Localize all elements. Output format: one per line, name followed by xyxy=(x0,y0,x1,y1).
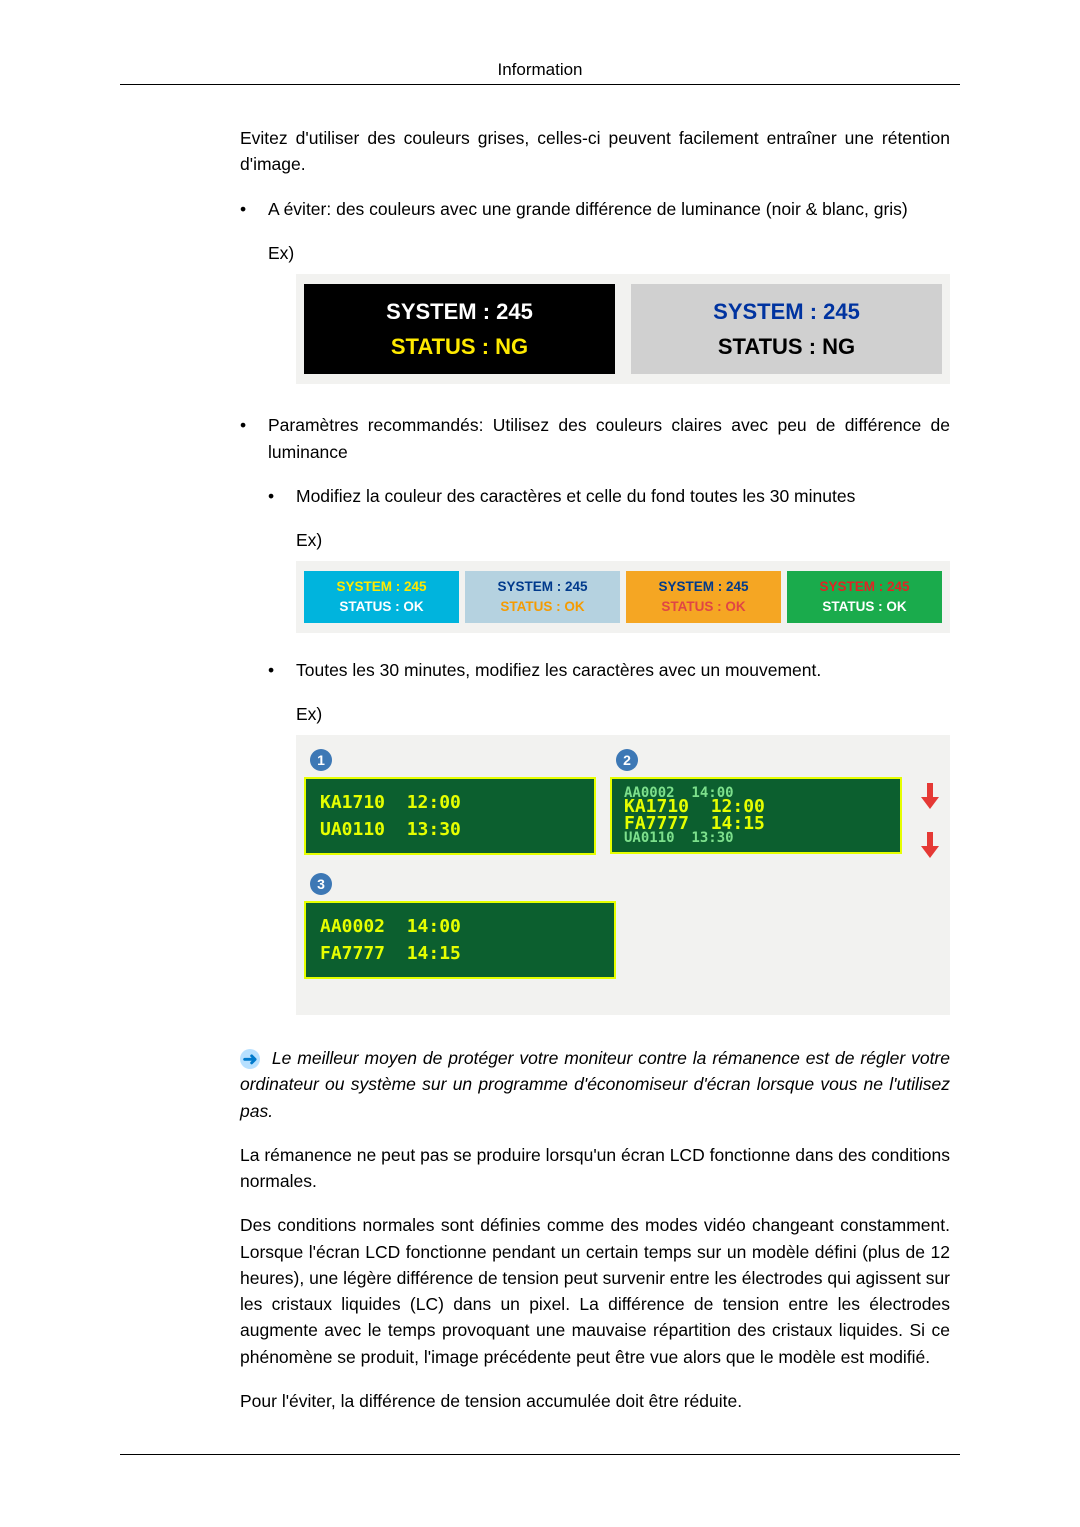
figure-color-tiles: SYSTEM : 245 STATUS : OK SYSTEM : 245 ST… xyxy=(296,561,950,632)
board-2-bot: UA0110 13:30 xyxy=(624,830,734,846)
color-tile-2: SYSTEM : 245 STATUS : OK xyxy=(465,571,620,622)
tile-3-line1: SYSTEM : 245 xyxy=(626,577,781,597)
board-cell-empty xyxy=(630,869,942,979)
subbullet-colors-text: Modifiez la couleur des caractères et ce… xyxy=(296,483,950,509)
board-row-bottom: 3 AA0002 14:00 FA7777 14:15 xyxy=(304,869,942,979)
figure-contrast-panels: SYSTEM : 245 STATUS : NG SYSTEM : 245 ST… xyxy=(296,274,950,384)
scroll-arrows xyxy=(918,781,942,868)
subbullet-movement-body: Ex) 1 KA1710 12:00 UA0110 13:30 2 AA0002… xyxy=(296,701,950,1015)
subbullet-colors: • Modifiez la couleur des caractères et … xyxy=(268,483,950,509)
board-cell-1: 1 KA1710 12:00 UA0110 13:30 xyxy=(304,745,596,855)
bullet-recommended-body: • Modifiez la couleur des caractères et … xyxy=(268,483,950,1015)
board-row-top: 1 KA1710 12:00 UA0110 13:30 2 AA0002 14:… xyxy=(304,745,942,855)
board-cell-2: 2 AA0002 14:00 KA1710 12:00FA7777 14:15U… xyxy=(610,745,942,855)
bullet-avoid-body: Ex) SYSTEM : 245 STATUS : NG SYSTEM : 24… xyxy=(268,240,950,385)
arrow-down-icon xyxy=(918,781,942,818)
figure-movement-boards: 1 KA1710 12:00 UA0110 13:30 2 AA0002 14:… xyxy=(296,735,950,1015)
footer-rule xyxy=(120,1454,960,1455)
panel-light-line2: STATUS : NG xyxy=(631,329,942,364)
subbullet-colors-body: Ex) SYSTEM : 245 STATUS : OK SYSTEM : 24… xyxy=(296,527,950,632)
bullet-avoid: • A éviter: des couleurs avec une grande… xyxy=(240,196,950,222)
badge-2: 2 xyxy=(616,749,638,771)
arrow-down-icon xyxy=(918,830,942,867)
paragraph-3: Pour l'éviter, la différence de tension … xyxy=(240,1388,950,1414)
board-2: AA0002 14:00 KA1710 12:00FA7777 14:15UA0… xyxy=(610,777,902,854)
contrast-panel-light: SYSTEM : 245 STATUS : NG xyxy=(631,284,942,374)
bullet-recommended: • Paramètres recommandés: Utilisez des c… xyxy=(240,412,950,465)
bullet-avoid-text: A éviter: des couleurs avec une grande d… xyxy=(268,196,950,222)
page: Information Evitez d'utiliser des couleu… xyxy=(0,0,1080,1515)
tile-4-line2: STATUS : OK xyxy=(787,597,942,617)
content: Evitez d'utiliser des couleurs grises, c… xyxy=(240,125,950,1414)
badge-3: 3 xyxy=(310,873,332,895)
board-3: AA0002 14:00 FA7777 14:15 xyxy=(304,901,616,979)
tile-1-line1: SYSTEM : 245 xyxy=(304,577,459,597)
board-1: KA1710 12:00 UA0110 13:30 xyxy=(304,777,596,855)
panel-dark-line1: SYSTEM : 245 xyxy=(304,294,615,329)
color-tile-1: SYSTEM : 245 STATUS : OK xyxy=(304,571,459,622)
page-title: Information xyxy=(497,60,582,79)
tile-2-line1: SYSTEM : 245 xyxy=(465,577,620,597)
tile-1-line2: STATUS : OK xyxy=(304,597,459,617)
panel-light-line1: SYSTEM : 245 xyxy=(631,294,942,329)
bullet-recommended-text: Paramètres recommandés: Utilisez des cou… xyxy=(268,412,950,465)
example-label-1: Ex) xyxy=(268,240,950,266)
board-cell-3: 3 AA0002 14:00 FA7777 14:15 xyxy=(304,869,616,979)
color-tile-4: SYSTEM : 245 STATUS : OK xyxy=(787,571,942,622)
page-header: Information xyxy=(120,60,960,85)
bullet-marker: • xyxy=(268,483,296,509)
paragraph-1: La rémanence ne peut pas se produire lor… xyxy=(240,1142,950,1195)
note-paragraph: ➜ Le meilleur moyen de protéger votre mo… xyxy=(240,1045,950,1124)
example-label-3: Ex) xyxy=(296,701,950,727)
bullet-marker: • xyxy=(240,196,268,222)
color-tile-3: SYSTEM : 245 STATUS : OK xyxy=(626,571,781,622)
tile-4-line1: SYSTEM : 245 xyxy=(787,577,942,597)
subbullet-movement: • Toutes les 30 minutes, modifiez les ca… xyxy=(268,657,950,683)
paragraph-2: Des conditions normales sont définies co… xyxy=(240,1212,950,1370)
bullet-marker: • xyxy=(268,657,296,683)
note-text: Le meilleur moyen de protéger votre moni… xyxy=(240,1048,950,1121)
bullet-marker: • xyxy=(240,412,268,465)
badge-1: 1 xyxy=(310,749,332,771)
tile-3-line2: STATUS : OK xyxy=(626,597,781,617)
note-icon: ➜ xyxy=(240,1049,260,1069)
intro-paragraph: Evitez d'utiliser des couleurs grises, c… xyxy=(240,125,950,178)
example-label-2: Ex) xyxy=(296,527,950,553)
panel-dark-line2: STATUS : NG xyxy=(304,329,615,364)
tile-2-line2: STATUS : OK xyxy=(465,597,620,617)
contrast-panel-dark: SYSTEM : 245 STATUS : NG xyxy=(304,284,615,374)
subbullet-movement-text: Toutes les 30 minutes, modifiez les cara… xyxy=(296,657,950,683)
